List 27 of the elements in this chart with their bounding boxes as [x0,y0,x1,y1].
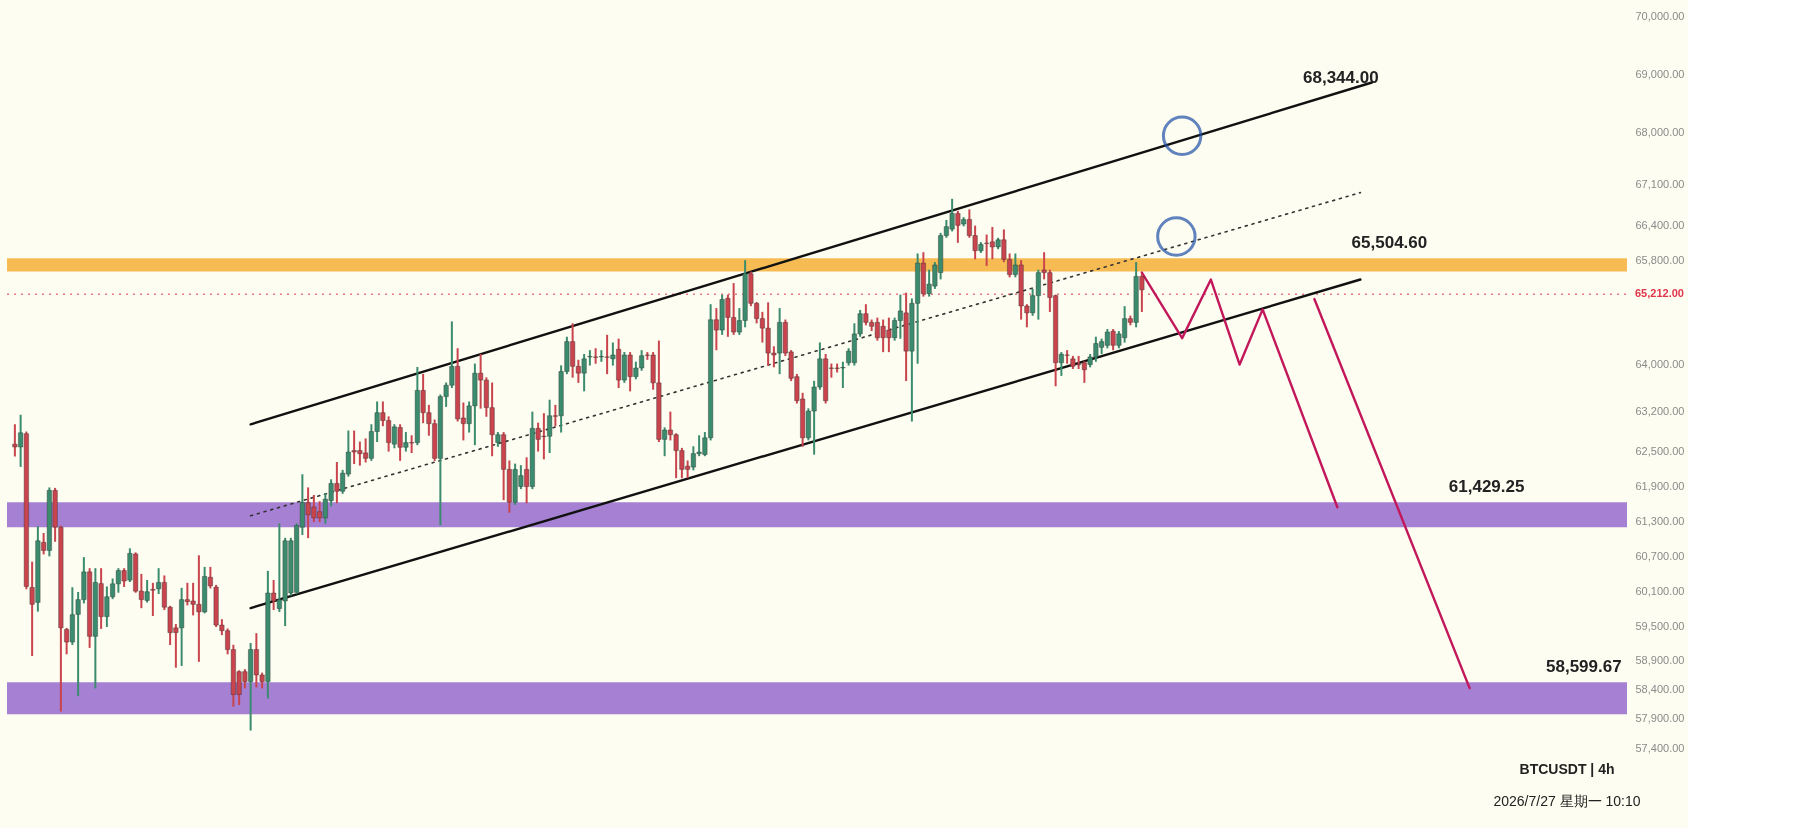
y-tick-label: 58,900.00 [1635,654,1685,667]
y-tick-label: 57,400.00 [1635,741,1685,754]
y-tick-label: 63,200.00 [1635,404,1685,417]
y-tick-label: 59,500.00 [1635,619,1685,632]
candlestick [150,582,156,616]
y-tick-label: 66,400.00 [1635,218,1685,231]
band-label: 61,429.25 [1448,477,1525,497]
y-tick-label: 65,800.00 [1635,253,1685,266]
y-tick-label: 64,000.00 [1635,358,1685,371]
y-tick-label: 60,700.00 [1635,549,1685,562]
ref-line-label: 65,212.00 [1635,287,1684,300]
y-tick-label: 57,900.00 [1635,712,1685,725]
y-tick-label: 62,500.00 [1635,445,1685,458]
y-tick-label: 69,000.00 [1635,67,1685,80]
band-label: 65,504.60 [1351,233,1428,253]
line-series [1140,271,1339,509]
text: 2026/7/27 星期一 10:10 [1493,793,1641,809]
text: BTCUSDT | 4h [1519,761,1615,777]
y-tick-label: 58,400.00 [1635,683,1685,696]
y-tick-label: 70,000.00 [1635,9,1685,22]
y-tick-label: 61,300.00 [1635,514,1685,527]
y-tick-label: 60,100.00 [1635,584,1685,597]
y-tick-label: 67,100.00 [1635,177,1685,190]
band-label: 58,599.67 [1546,657,1622,677]
y-tick-label: 68,000.00 [1635,125,1685,138]
y-tick-label: 61,900.00 [1635,480,1685,493]
annotation: 68,344.00 [1303,68,1379,87]
